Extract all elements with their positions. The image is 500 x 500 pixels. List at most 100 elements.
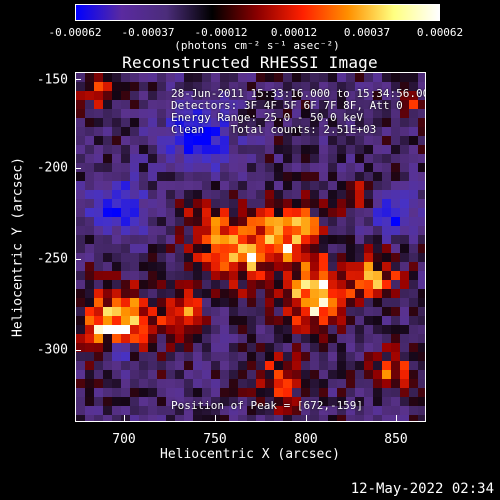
image-pixel [382, 298, 392, 308]
image-pixel [373, 280, 383, 290]
image-pixel [355, 352, 365, 362]
image-pixel [319, 127, 329, 137]
image-pixel [418, 361, 425, 371]
image-pixel [220, 406, 230, 416]
image-pixel [193, 280, 203, 290]
image-pixel [328, 163, 338, 173]
image-pixel [148, 100, 158, 110]
image-pixel [139, 163, 149, 173]
image-pixel [103, 154, 113, 164]
image-pixel [94, 100, 104, 110]
image-pixel [148, 388, 158, 398]
image-pixel [328, 91, 338, 101]
image-pixel [175, 217, 185, 227]
image-pixel [166, 334, 176, 344]
image-pixel [346, 406, 356, 416]
image-pixel [382, 190, 392, 200]
image-pixel [409, 253, 419, 263]
image-pixel [202, 379, 212, 389]
image-pixel [355, 199, 365, 209]
image-pixel [355, 226, 365, 236]
image-pixel [121, 397, 131, 407]
image-pixel [301, 217, 311, 227]
image-pixel [175, 316, 185, 326]
image-pixel [310, 199, 320, 209]
y-tick-label: -150 [36, 72, 68, 88]
image-pixel [121, 325, 131, 335]
image-pixel [391, 82, 401, 92]
image-pixel [175, 397, 185, 407]
image-pixel [373, 190, 383, 200]
image-pixel [328, 388, 338, 398]
image-pixel [409, 316, 419, 326]
image-pixel [202, 136, 212, 146]
image-pixel [229, 370, 239, 380]
image-pixel [184, 172, 194, 182]
image-pixel [301, 271, 311, 281]
image-pixel [328, 352, 338, 362]
image-pixel [265, 316, 275, 326]
image-pixel [328, 136, 338, 146]
image-pixel [337, 379, 347, 389]
image-pixel [157, 190, 167, 200]
image-pixel [292, 109, 302, 119]
image-pixel [400, 181, 410, 191]
image-pixel [247, 397, 257, 407]
image-pixel [364, 91, 374, 101]
image-pixel [229, 352, 239, 362]
image-pixel [355, 73, 365, 83]
image-pixel [400, 307, 410, 317]
image-pixel [328, 253, 338, 263]
image-pixel [301, 226, 311, 236]
image-pixel [337, 109, 347, 119]
image-pixel [211, 91, 221, 101]
image-pixel [193, 109, 203, 119]
image-pixel [184, 190, 194, 200]
image-pixel [130, 226, 140, 236]
image-pixel [139, 199, 149, 209]
image-pixel [373, 226, 383, 236]
image-pixel [184, 289, 194, 299]
image-pixel [409, 118, 419, 128]
image-pixel [292, 271, 302, 281]
image-pixel [166, 262, 176, 272]
image-pixel [157, 73, 167, 83]
image-pixel [94, 280, 104, 290]
image-pixel [139, 352, 149, 362]
image-pixel [229, 145, 239, 155]
image-pixel [328, 244, 338, 254]
image-pixel [211, 316, 221, 326]
image-pixel [301, 325, 311, 335]
image-pixel [382, 163, 392, 173]
image-pixel [103, 127, 113, 137]
image-pixel [292, 253, 302, 263]
image-pixel [229, 181, 239, 191]
image-pixel [94, 415, 104, 421]
image-pixel [85, 217, 95, 227]
image-pixel [193, 388, 203, 398]
image-pixel [175, 226, 185, 236]
image-pixel [211, 82, 221, 92]
image-pixel [310, 352, 320, 362]
image-pixel [220, 127, 230, 137]
image-pixel [121, 388, 131, 398]
image-pixel [409, 172, 419, 182]
image-pixel [391, 109, 401, 119]
image-pixel [409, 190, 419, 200]
image-pixel [283, 208, 293, 218]
image-pixel [337, 415, 347, 421]
image-pixel [229, 118, 239, 128]
image-pixel [112, 280, 122, 290]
image-pixel [265, 109, 275, 119]
image-pixel [193, 397, 203, 407]
image-pixel [220, 325, 230, 335]
image-pixel [310, 136, 320, 146]
image-pixel [355, 217, 365, 227]
image-pixel [373, 316, 383, 326]
image-pixel [157, 127, 167, 137]
image-pixel [337, 181, 347, 191]
image-pixel [193, 244, 203, 254]
image-pixel [274, 253, 284, 263]
image-pixel [85, 118, 95, 128]
image-pixel [238, 127, 248, 137]
